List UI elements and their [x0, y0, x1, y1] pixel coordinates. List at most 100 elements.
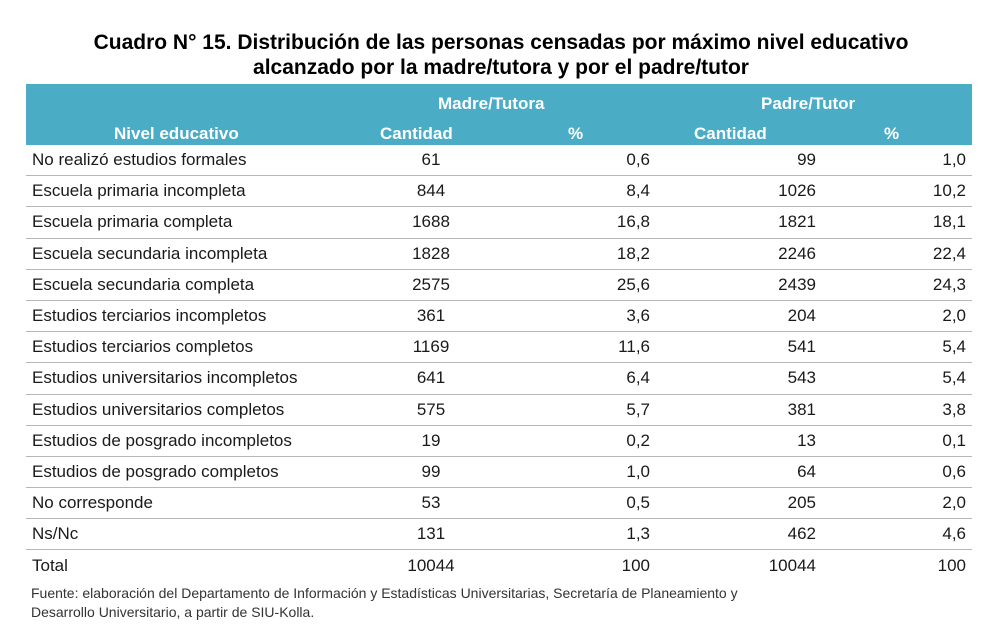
cell-father-pct: 5,4 — [942, 337, 966, 357]
table-row: No corresponde 53 0,5 205 2,0 — [26, 488, 972, 520]
table-total-row: Total 10044 100 10044 100 — [26, 550, 972, 581]
cell-level: Estudios universitarios completos — [32, 399, 285, 419]
cell-father-count: 2439 — [778, 274, 816, 294]
cell-level: Escuela secundaria incompleta — [32, 243, 268, 263]
cell-level: Estudios de posgrado completos — [32, 461, 279, 481]
cell-mother-pct: 1,0 — [626, 461, 650, 481]
cell-father-pct: 18,1 — [932, 212, 966, 232]
cell-mother-pct: 0,6 — [626, 150, 650, 170]
cell-mother-pct: 6,4 — [626, 368, 650, 388]
cell-father-count: 99 — [797, 150, 816, 170]
cell-mother-count: 99 — [421, 461, 441, 481]
cell-father-count: 543 — [787, 368, 816, 388]
cell-level: Escuela secundaria completa — [32, 274, 255, 294]
cell-level: Total — [32, 556, 68, 576]
cell-father-count: 10044 — [768, 556, 816, 576]
cell-mother-count: 641 — [416, 368, 446, 388]
cell-level: Estudios de posgrado incompletos — [32, 430, 292, 450]
table-title-line-2: alcanzado por la madre/tutora y por el p… — [253, 56, 749, 79]
cell-father-count: 1026 — [778, 181, 816, 201]
table-title: Cuadro N° 15. Distribución de las person… — [0, 30, 1002, 80]
table-row: Escuela secundaria incompleta 1828 18,2 224… — [26, 239, 972, 270]
table-row: Estudios universitarios completos 575 5,7 3… — [26, 395, 972, 426]
cell-father-count: 2246 — [778, 243, 816, 263]
header-col-pct-father: % — [884, 124, 900, 143]
table-row: Estudios terciarios completos 1169 11,6 541… — [26, 332, 972, 364]
cell-level: Ns/Nc — [32, 524, 79, 544]
table-row: No realizó estudios formales 61 0,6 99 1,0 — [26, 145, 972, 177]
cell-level: Estudios universitarios incompletos — [32, 368, 298, 388]
header-group-mother: Madre/Tutora — [438, 94, 545, 113]
cell-father-pct: 24,3 — [932, 274, 966, 294]
cell-father-pct: 22,4 — [932, 243, 966, 263]
cell-father-count: 205 — [787, 493, 816, 513]
cell-level: Estudios terciarios completos — [32, 337, 254, 357]
table-row: Escuela secundaria completa 2575 25,6 2439 2… — [26, 270, 972, 301]
table-row: Escuela primaria incompleta 844 8,4 1026 10,… — [26, 176, 972, 208]
table-row: Estudios terciarios incompletos 361 3,6 204… — [26, 301, 972, 333]
cell-mother-count: 10044 — [407, 556, 455, 576]
cell-father-pct: 1,0 — [942, 150, 966, 170]
cell-mother-pct: 11,6 — [618, 337, 650, 357]
education-table: Madre/Tutora Padre/Tutor Nivel educativo… — [26, 84, 972, 582]
table-title-line-1: Cuadro N° 15. Distribución de las person… — [93, 31, 909, 54]
cell-mother-count: 1169 — [412, 337, 450, 357]
cell-mother-pct: 25,6 — [616, 274, 650, 294]
cell-mother-pct: 100 — [621, 556, 650, 576]
table-row: Estudios universitarios incompletos 641 6,… — [26, 363, 972, 395]
cell-mother-count: 844 — [416, 181, 446, 201]
cell-father-count: 381 — [787, 399, 816, 419]
source-note-line-2: Desarrollo Universitario, a partir de SI… — [31, 604, 315, 620]
cell-mother-count: 2575 — [412, 274, 450, 294]
header-group-father: Padre/Tutor — [761, 94, 856, 113]
cell-father-pct: 0,1 — [942, 430, 966, 450]
cell-level: Estudios terciarios incompletos — [32, 306, 267, 326]
cell-father-count: 64 — [797, 461, 816, 481]
table-row: Estudios de posgrado completos 99 1,0 64 0,6 — [26, 457, 972, 489]
cell-father-pct: 100 — [937, 556, 966, 576]
header-col-count-mother: Cantidad — [380, 124, 453, 143]
cell-mother-count: 1828 — [412, 243, 450, 263]
cell-mother-pct: 3,6 — [626, 306, 650, 326]
cell-father-pct: 3,8 — [942, 399, 966, 419]
cell-father-pct: 0,6 — [942, 461, 966, 481]
table-row: Estudios de posgrado incompletos 19 0,2 13 0… — [26, 426, 972, 457]
cell-father-pct: 5,4 — [942, 368, 966, 388]
cell-father-pct: 2,0 — [942, 306, 966, 326]
header-col-pct-mother: % — [568, 124, 584, 143]
cell-mother-count: 131 — [416, 524, 446, 544]
cell-father-count: 204 — [787, 306, 816, 326]
cell-father-count: 462 — [787, 524, 816, 544]
cell-mother-pct: 0,2 — [626, 430, 650, 450]
cell-mother-pct: 5,7 — [626, 399, 650, 419]
cell-level: Escuela primaria incompleta — [32, 181, 246, 201]
header-col-level: Nivel educativo — [114, 124, 239, 143]
cell-mother-count: 19 — [421, 430, 441, 450]
table-row: Ns/Nc 131 1,3 462 4,6 — [26, 519, 972, 551]
cell-father-pct: 2,0 — [942, 493, 966, 513]
cell-mother-count: 361 — [416, 306, 446, 326]
cell-father-count: 13 — [797, 430, 816, 450]
table-body: No realizó estudios formales 61 0,6 99 1,0 Es… — [26, 145, 972, 582]
cell-level: Escuela primaria completa — [32, 212, 233, 232]
cell-mother-count: 575 — [416, 399, 446, 419]
source-note: Fuente: elaboración del Departamento de … — [31, 584, 811, 622]
cell-level: No realizó estudios formales — [32, 150, 247, 170]
cell-mother-pct: 1,3 — [626, 524, 650, 544]
cell-mother-pct: 0,5 — [626, 493, 650, 513]
cell-mother-count: 1688 — [412, 212, 450, 232]
cell-mother-count: 61 — [421, 150, 441, 170]
table-header: Madre/Tutora Padre/Tutor Nivel educativo… — [26, 84, 972, 145]
cell-level: No corresponde — [32, 493, 153, 513]
cell-father-count: 1821 — [778, 212, 816, 232]
cell-mother-pct: 16,8 — [616, 212, 650, 232]
cell-father-count: 541 — [787, 337, 816, 357]
cell-mother-count: 53 — [421, 493, 441, 513]
cell-father-pct: 4,6 — [942, 524, 966, 544]
source-note-line-1: Fuente: elaboración del Departamento de … — [31, 585, 738, 601]
cell-mother-pct: 8,4 — [626, 181, 650, 201]
cell-father-pct: 10,2 — [932, 181, 966, 201]
cell-mother-pct: 18,2 — [616, 243, 650, 263]
header-col-count-father: Cantidad — [694, 124, 767, 143]
table-row: Escuela primaria completa 1688 16,8 1821 18,… — [26, 207, 972, 239]
